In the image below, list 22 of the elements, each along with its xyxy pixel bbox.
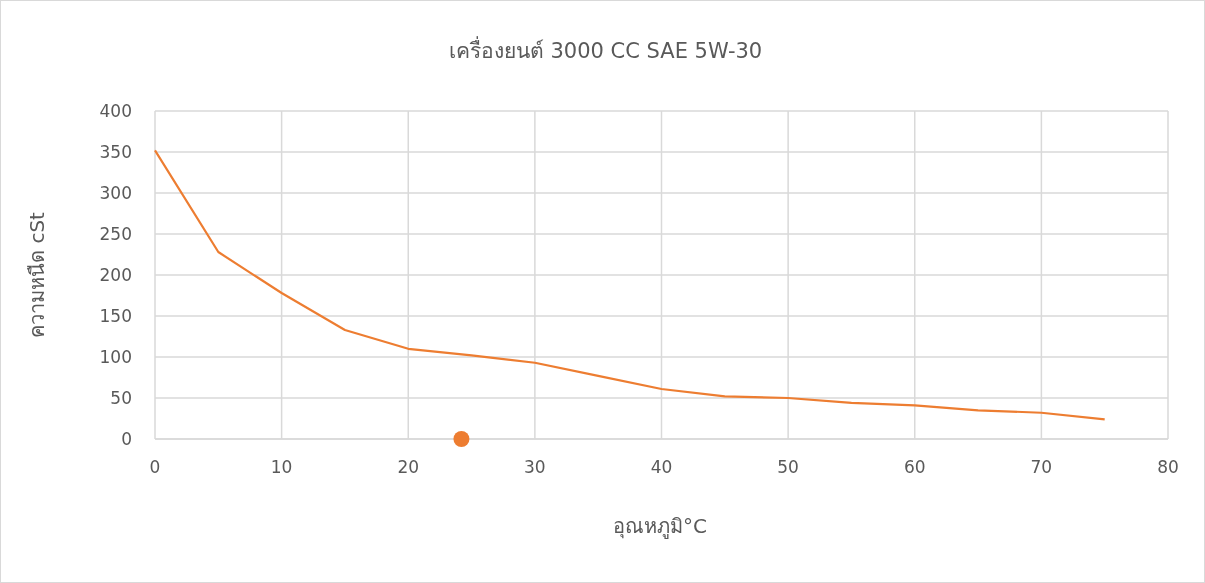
x-tick-label: 50 xyxy=(777,457,799,477)
chart-title: เครื่องยนต์ 3000 CC SAE 5W-30 xyxy=(448,36,763,63)
line-series xyxy=(153,149,1106,421)
y-tick-label: 200 xyxy=(99,264,132,285)
y-axis-title: ความหนืด cSt xyxy=(25,211,49,338)
y-tick-label: 100 xyxy=(99,346,132,367)
x-tick-label: 80 xyxy=(1157,457,1179,477)
y-tick-label: 250 xyxy=(99,223,132,244)
x-tick-label: 20 xyxy=(397,457,420,477)
x-tick-label: 40 xyxy=(650,457,673,477)
x-tick-label: 60 xyxy=(903,457,926,477)
y-tick-label: 150 xyxy=(99,305,132,326)
x-axis-title: อุณหภูมิ°C xyxy=(613,514,707,539)
x-tick-label: 70 xyxy=(1030,457,1053,477)
x-tick-label: 0 xyxy=(149,457,161,477)
x-tick-label: 10 xyxy=(270,457,293,477)
x-tick-label: 30 xyxy=(524,457,546,477)
y-tick-label: 400 xyxy=(99,100,132,121)
y-tick-label: 300 xyxy=(99,182,132,203)
y-tick-label: 0 xyxy=(121,428,132,449)
y-tick-label: 50 xyxy=(110,387,132,408)
y-tick-label: 350 xyxy=(99,141,132,162)
